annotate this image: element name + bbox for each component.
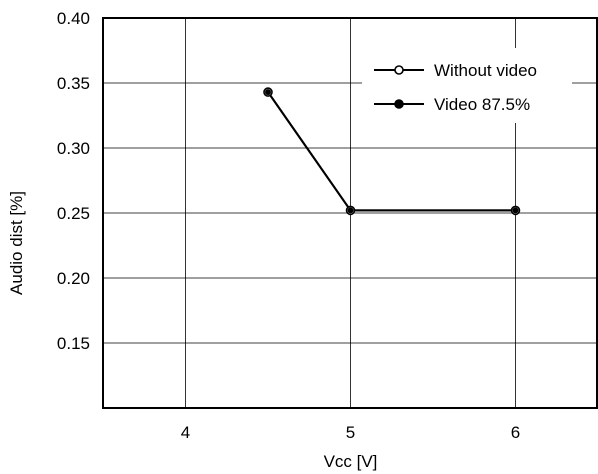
x-axis-label: Vcc [V] xyxy=(324,452,378,471)
y-tick-label: 0.20 xyxy=(57,269,90,288)
y-axis-label: Audio dist [%] xyxy=(7,191,26,295)
y-tick-label: 0.25 xyxy=(57,204,90,223)
series-layer xyxy=(263,87,521,216)
data-point xyxy=(347,207,354,214)
plot-frame xyxy=(102,17,598,409)
y-tick-label: 0.30 xyxy=(57,139,90,158)
x-tick-label: 4 xyxy=(181,423,190,442)
legend-marker xyxy=(394,65,404,75)
y-tick-label: 0.40 xyxy=(57,9,90,28)
y-tick-label: 0.15 xyxy=(57,334,90,353)
legend-marker xyxy=(394,99,404,109)
legend-label: Video 87.5% xyxy=(434,95,530,114)
legend-background xyxy=(362,48,572,123)
tick-labels: 4 5 6 0.15 0.20 0.25 0.30 0.35 0.40 xyxy=(57,9,520,442)
y-tick-label: 0.35 xyxy=(57,74,90,93)
x-tick-label: 5 xyxy=(346,423,355,442)
data-point xyxy=(512,207,519,214)
legend-label: Without video xyxy=(434,61,537,80)
legend: Without video Video 87.5% xyxy=(362,48,572,123)
x-tick-label: 6 xyxy=(511,423,520,442)
data-point xyxy=(264,89,271,96)
